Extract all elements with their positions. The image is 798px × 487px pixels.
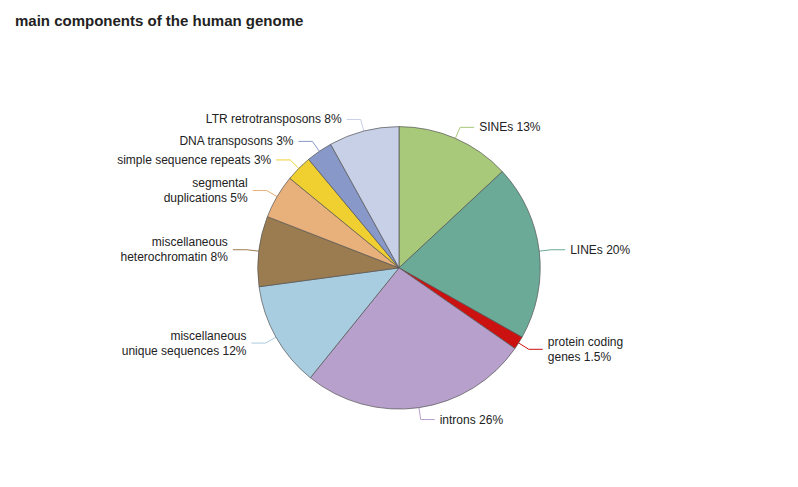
svg-text:DNA transposons 3%: DNA transposons 3%	[179, 134, 293, 148]
svg-text:introns 26%: introns 26%	[440, 413, 504, 427]
svg-text:segmental: segmental	[192, 176, 247, 190]
svg-text:heterochromatin 8%: heterochromatin 8%	[120, 250, 228, 264]
svg-text:genes 1.5%: genes 1.5%	[548, 350, 612, 364]
svg-text:protein coding: protein coding	[548, 335, 623, 349]
svg-text:miscellaneous: miscellaneous	[170, 329, 246, 343]
svg-text:miscellaneous: miscellaneous	[152, 235, 228, 249]
svg-text:unique sequences 12%: unique sequences 12%	[122, 344, 247, 358]
svg-text:SINEs 13%: SINEs 13%	[479, 120, 541, 134]
svg-text:simple sequence repeats 3%: simple sequence repeats 3%	[117, 153, 271, 167]
svg-text:main components of the human g: main components of the human genome	[15, 12, 303, 29]
svg-text:LINEs 20%: LINEs 20%	[570, 243, 630, 257]
svg-text:LTR retrotransposons 8%: LTR retrotransposons 8%	[206, 112, 342, 126]
svg-text:duplications 5%: duplications 5%	[164, 191, 248, 205]
